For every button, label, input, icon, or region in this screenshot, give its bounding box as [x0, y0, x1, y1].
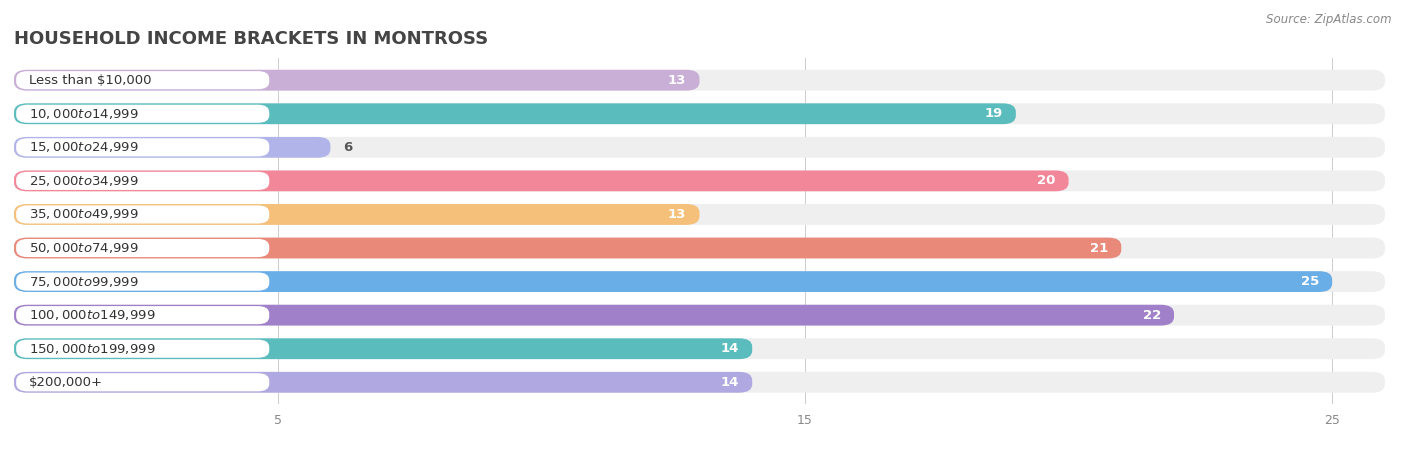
FancyBboxPatch shape	[14, 271, 1333, 292]
FancyBboxPatch shape	[17, 373, 270, 392]
FancyBboxPatch shape	[14, 137, 330, 158]
Text: 14: 14	[721, 376, 740, 389]
FancyBboxPatch shape	[17, 71, 270, 89]
Text: $25,000 to $34,999: $25,000 to $34,999	[30, 174, 139, 188]
FancyBboxPatch shape	[14, 305, 1174, 326]
Text: 25: 25	[1301, 275, 1319, 288]
FancyBboxPatch shape	[14, 70, 1385, 91]
Text: 19: 19	[984, 107, 1002, 120]
Text: 20: 20	[1038, 174, 1056, 187]
Text: Source: ZipAtlas.com: Source: ZipAtlas.com	[1267, 13, 1392, 26]
FancyBboxPatch shape	[17, 306, 270, 324]
FancyBboxPatch shape	[14, 137, 1385, 158]
Text: $35,000 to $49,999: $35,000 to $49,999	[30, 207, 139, 221]
FancyBboxPatch shape	[14, 372, 1385, 393]
FancyBboxPatch shape	[14, 204, 1385, 225]
Text: 22: 22	[1143, 308, 1161, 321]
FancyBboxPatch shape	[17, 138, 270, 156]
Text: $50,000 to $74,999: $50,000 to $74,999	[30, 241, 139, 255]
Text: HOUSEHOLD INCOME BRACKETS IN MONTROSS: HOUSEHOLD INCOME BRACKETS IN MONTROSS	[14, 31, 488, 48]
Text: $15,000 to $24,999: $15,000 to $24,999	[30, 141, 139, 154]
FancyBboxPatch shape	[14, 103, 1385, 124]
FancyBboxPatch shape	[14, 271, 1385, 292]
FancyBboxPatch shape	[17, 239, 270, 257]
FancyBboxPatch shape	[14, 238, 1385, 259]
FancyBboxPatch shape	[14, 103, 1017, 124]
FancyBboxPatch shape	[14, 171, 1069, 191]
FancyBboxPatch shape	[17, 205, 270, 224]
Text: $200,000+: $200,000+	[30, 376, 104, 389]
Text: $75,000 to $99,999: $75,000 to $99,999	[30, 275, 139, 289]
FancyBboxPatch shape	[17, 105, 270, 123]
FancyBboxPatch shape	[14, 305, 1385, 326]
FancyBboxPatch shape	[17, 273, 270, 291]
Text: 14: 14	[721, 342, 740, 355]
Text: 13: 13	[668, 208, 686, 221]
FancyBboxPatch shape	[14, 372, 752, 393]
Text: 21: 21	[1090, 242, 1108, 255]
Text: $10,000 to $14,999: $10,000 to $14,999	[30, 107, 139, 121]
Text: 13: 13	[668, 74, 686, 87]
Text: Less than $10,000: Less than $10,000	[30, 74, 152, 87]
Text: $150,000 to $199,999: $150,000 to $199,999	[30, 342, 156, 356]
FancyBboxPatch shape	[17, 339, 270, 358]
Text: $100,000 to $149,999: $100,000 to $149,999	[30, 308, 156, 322]
FancyBboxPatch shape	[14, 204, 700, 225]
Text: 6: 6	[343, 141, 353, 154]
FancyBboxPatch shape	[14, 238, 1122, 259]
FancyBboxPatch shape	[14, 70, 700, 91]
FancyBboxPatch shape	[14, 338, 1385, 359]
FancyBboxPatch shape	[14, 171, 1385, 191]
FancyBboxPatch shape	[14, 338, 752, 359]
FancyBboxPatch shape	[17, 172, 270, 190]
